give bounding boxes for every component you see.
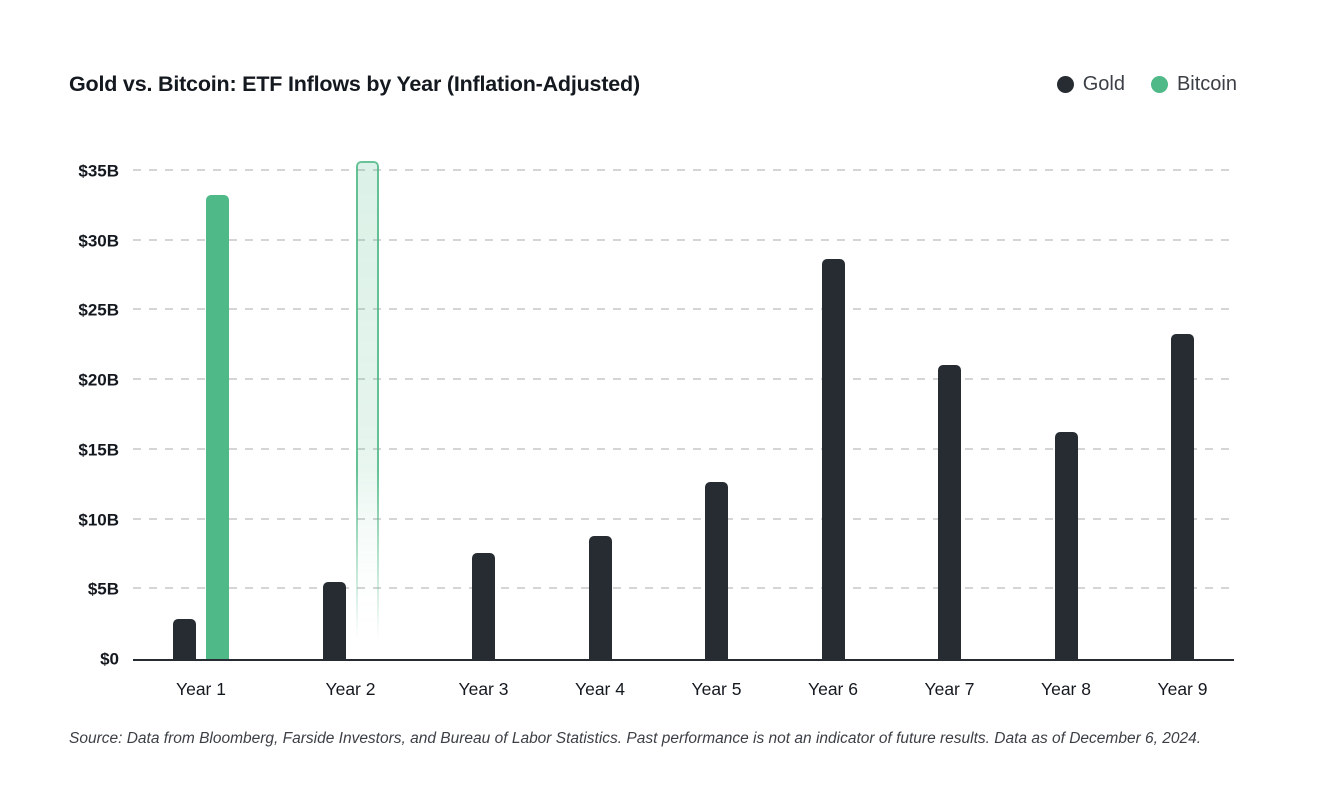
plot-area: Year 1 Year 2 Year 3 Year 4 Year 5 Year 6 Year…	[133, 157, 1234, 699]
category-group-year-5: Year 5	[692, 157, 741, 699]
x-tick-label-year-8: Year 8	[1041, 679, 1091, 699]
x-tick-label-year-3: Year 3	[458, 679, 509, 699]
gridline--30b	[133, 238, 1234, 241]
x-tick-label-year-9: Year 9	[1157, 679, 1208, 699]
gridline--35b	[133, 168, 1234, 171]
chart-title: Gold vs. Bitcoin: ETF Inflows by Year (I…	[69, 72, 640, 96]
x-tick-label-year-2: Year 2	[325, 679, 376, 699]
legend: Gold Bitcoin	[1056, 73, 1237, 96]
legend-item-bitcoin: Bitcoin	[1150, 73, 1237, 96]
category-group-year-4: Year 4	[575, 157, 625, 699]
x-tick-label-year-1: Year 1	[176, 679, 226, 699]
bar-groups: Year 1 Year 2 Year 3 Year 4 Year 5 Year 6 Year…	[133, 157, 1234, 699]
x-tick-label-year-7: Year 7	[924, 679, 975, 699]
legend-label-gold: Gold	[1082, 73, 1125, 95]
bar-gold-year-8	[1054, 431, 1078, 659]
y-tick-label--5b: $5B	[87, 579, 119, 599]
bar-gold-year-4	[588, 536, 612, 659]
bar-gold-year-2	[322, 582, 346, 659]
x-tick-label-year-4: Year 4	[575, 679, 625, 699]
chart-header: Gold vs. Bitcoin: ETF Inflows by Year (I…	[69, 72, 1237, 97]
category-group-year-2: Year 2	[322, 157, 379, 699]
bar-chart: $0 $5B $10B $15B $20B $25B $30B $35B Year 1 Year…	[69, 157, 1234, 699]
category-group-year-1: Year 1	[173, 157, 229, 699]
bar-gold-year-3	[472, 553, 495, 659]
gridline--20b	[133, 378, 1234, 381]
bar-gold-year-5	[705, 481, 728, 659]
y-tick-label--10b: $10B	[78, 510, 119, 530]
bar-bitcoin-year-1	[206, 194, 229, 659]
legend-label-bitcoin: Bitcoin	[1176, 73, 1237, 95]
legend-item-gold: Gold	[1056, 73, 1125, 96]
category-group-year-6: Year 6	[808, 157, 858, 699]
bar-gold-year-9	[1171, 334, 1194, 659]
category-group-year-7: Year 7	[925, 157, 974, 699]
source-note: Source: Data from Bloomberg, Farside Inv…	[69, 730, 1202, 747]
x-tick-label-year-5: Year 5	[691, 679, 742, 699]
gridline--5b	[133, 587, 1234, 590]
bar-gold-year-6	[821, 258, 845, 659]
category-group-year-9: Year 9	[1158, 157, 1207, 699]
y-tick-label--25b: $25B	[78, 300, 119, 320]
legend-swatch-bitcoin-icon	[1150, 76, 1168, 93]
category-group-year-8: Year 8	[1041, 157, 1091, 699]
gridline--25b	[133, 308, 1234, 311]
y-tick-label--20b: $20B	[78, 370, 119, 390]
y-tick-label--15b: $15B	[78, 440, 119, 460]
gridline--10b	[133, 517, 1234, 520]
bar-bitcoin-year-2-projected	[355, 161, 379, 659]
y-tick-label--0: $0	[100, 649, 119, 669]
category-group-year-3: Year 3	[459, 157, 508, 699]
y-axis-labels: $0 $5B $10B $15B $20B $25B $30B $35B	[69, 157, 119, 667]
bar-gold-year-7	[938, 364, 961, 659]
y-tick-label--30b: $30B	[78, 231, 119, 251]
bar-gold-year-1	[173, 618, 196, 659]
legend-swatch-gold-icon	[1056, 76, 1074, 93]
y-tick-label--35b: $35B	[78, 161, 119, 181]
gridline--15b	[133, 447, 1234, 450]
x-tick-label-year-6: Year 6	[808, 679, 858, 699]
